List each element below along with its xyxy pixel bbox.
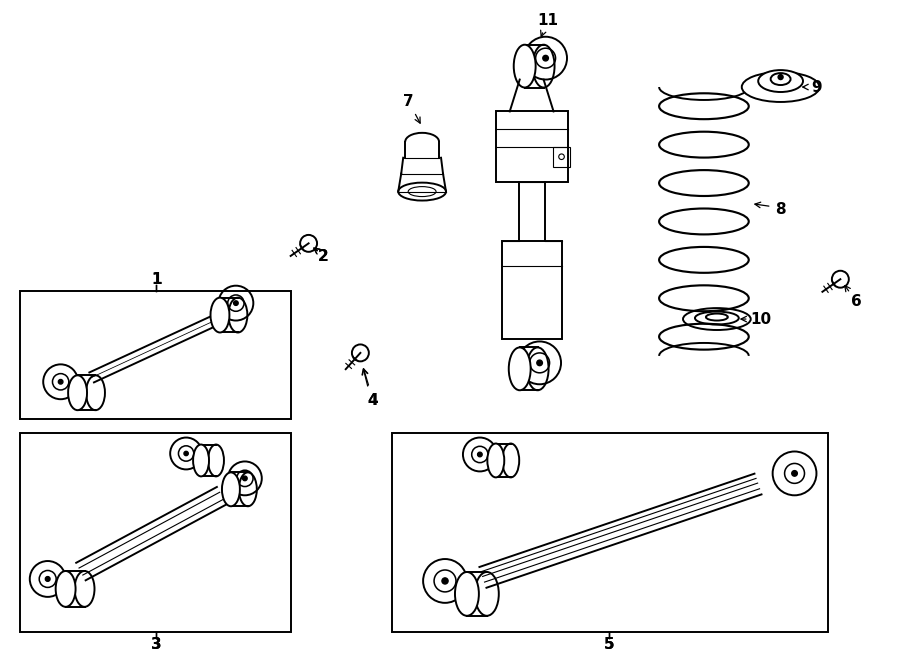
Bar xyxy=(392,432,828,632)
Ellipse shape xyxy=(770,73,790,85)
Ellipse shape xyxy=(455,572,479,616)
Circle shape xyxy=(536,360,543,366)
Circle shape xyxy=(234,301,238,305)
Ellipse shape xyxy=(758,70,803,92)
Text: 5: 5 xyxy=(604,637,615,652)
Circle shape xyxy=(442,578,448,584)
Text: 6: 6 xyxy=(850,293,861,309)
Ellipse shape xyxy=(194,444,209,477)
Text: 8: 8 xyxy=(775,202,786,217)
Bar xyxy=(496,112,568,182)
Circle shape xyxy=(243,476,248,481)
Bar xyxy=(553,147,571,167)
Ellipse shape xyxy=(695,311,739,325)
Text: 3: 3 xyxy=(151,637,162,652)
Circle shape xyxy=(543,56,548,61)
Circle shape xyxy=(58,379,63,384)
Text: 5: 5 xyxy=(604,637,615,652)
Text: 11: 11 xyxy=(537,13,558,28)
Text: 9: 9 xyxy=(811,79,822,95)
Text: 3: 3 xyxy=(151,637,162,652)
Text: 2: 2 xyxy=(319,249,328,264)
Text: 7: 7 xyxy=(403,95,413,110)
Text: 1: 1 xyxy=(151,272,161,287)
Bar xyxy=(20,291,291,418)
Text: 2: 2 xyxy=(319,249,328,264)
Circle shape xyxy=(778,75,783,79)
Circle shape xyxy=(478,452,482,457)
Ellipse shape xyxy=(68,375,87,410)
Circle shape xyxy=(184,451,188,455)
Text: 10: 10 xyxy=(750,311,771,327)
Circle shape xyxy=(45,576,50,581)
Ellipse shape xyxy=(487,444,504,477)
Bar xyxy=(20,432,291,632)
Ellipse shape xyxy=(683,308,751,330)
Ellipse shape xyxy=(398,182,446,200)
Ellipse shape xyxy=(742,72,819,102)
Ellipse shape xyxy=(222,473,240,506)
Bar xyxy=(502,241,562,339)
Text: 4: 4 xyxy=(367,393,378,408)
Ellipse shape xyxy=(56,571,76,607)
Circle shape xyxy=(792,471,797,476)
Ellipse shape xyxy=(211,297,230,332)
Ellipse shape xyxy=(514,45,536,87)
Text: 4: 4 xyxy=(367,393,378,408)
Text: 1: 1 xyxy=(151,272,161,287)
Ellipse shape xyxy=(508,348,531,390)
Ellipse shape xyxy=(706,313,728,321)
